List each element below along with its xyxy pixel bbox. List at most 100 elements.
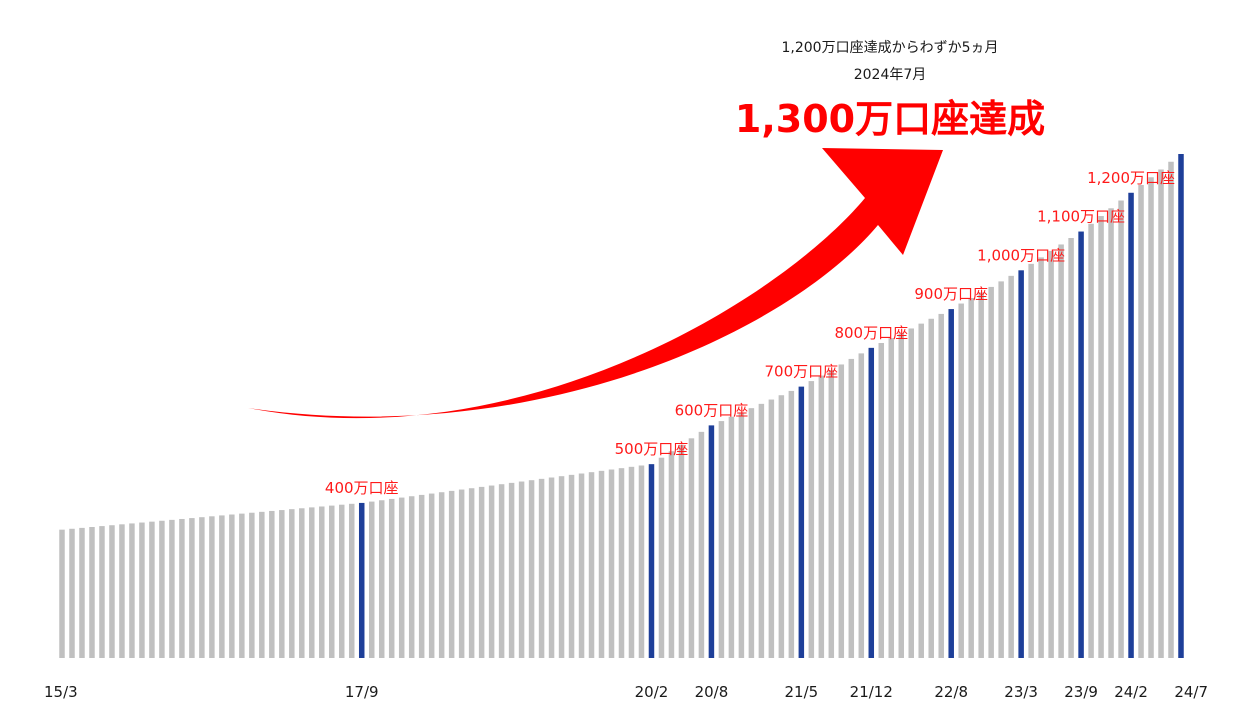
bar (878, 343, 885, 658)
x-tick-label: 17/9 (345, 683, 379, 701)
bar (858, 353, 865, 658)
bar (229, 514, 235, 658)
bar (818, 375, 825, 658)
bar (1168, 161, 1174, 658)
bar (918, 323, 924, 658)
bar (718, 421, 725, 658)
milestone-bar (1178, 154, 1184, 658)
bar (888, 338, 895, 658)
bar (1148, 177, 1154, 658)
bar (79, 527, 85, 658)
x-tick-label: 22/8 (934, 683, 968, 701)
bar (1118, 200, 1124, 658)
bar (179, 518, 185, 658)
bar (908, 328, 914, 658)
bar (89, 527, 95, 658)
bar (1048, 250, 1054, 659)
headline-subtitle: 1,200万口座達成からわずか5ヵ月 (782, 40, 999, 56)
bar (688, 438, 695, 658)
bar (548, 477, 555, 658)
bar (1098, 216, 1104, 658)
bar (848, 358, 855, 658)
bar (378, 500, 385, 658)
bar (299, 508, 305, 658)
bar (638, 465, 645, 658)
bar (928, 318, 934, 658)
x-axis-tick-labels: 15/3 17/9 20/2 20/8 21/5 21/12 22/8 23/3 23/9 24/… (44, 683, 1208, 701)
headline-main: 1,300万口座達成 (735, 97, 1045, 141)
bar (408, 496, 415, 658)
milestone-label: 1,000万口座 (977, 246, 1065, 264)
bar (129, 523, 135, 658)
milestone-label: 700万口座 (765, 363, 839, 381)
x-tick-label: 23/3 (1004, 683, 1038, 701)
bar (598, 470, 605, 658)
bar (1138, 185, 1144, 658)
bar (608, 469, 615, 658)
bar (189, 518, 195, 658)
milestone-bar (798, 386, 805, 658)
bar (269, 510, 275, 658)
bar (998, 281, 1004, 658)
milestone-label: 1,100万口座 (1037, 208, 1125, 226)
bar (1008, 275, 1014, 658)
bar (1038, 257, 1044, 658)
bar (119, 524, 125, 658)
bar (1068, 238, 1074, 658)
milestone-bar (868, 347, 875, 658)
x-tick-label: 23/9 (1064, 683, 1098, 701)
bar (368, 501, 375, 658)
bar (239, 513, 245, 658)
bar (668, 451, 675, 658)
bar (478, 486, 485, 658)
bar (388, 498, 395, 658)
bar (768, 399, 775, 658)
bar (958, 303, 964, 658)
bar (758, 403, 765, 658)
bar (329, 505, 335, 658)
bar (1108, 208, 1114, 658)
bar (898, 333, 904, 658)
x-tick-label: 15/3 (44, 683, 78, 701)
bar (139, 522, 145, 658)
bar (1058, 244, 1064, 658)
milestone-bar (708, 425, 715, 658)
bar (828, 370, 835, 658)
bar (279, 510, 285, 658)
bar (249, 512, 255, 658)
bar (448, 490, 455, 658)
bar (578, 473, 585, 658)
milestone-label: 1,200万口座 (1087, 169, 1175, 187)
milestone-label: 900万口座 (914, 285, 988, 303)
milestone-bar (648, 464, 655, 658)
bar (398, 497, 405, 658)
bar (418, 494, 425, 658)
bar (348, 503, 355, 658)
growth-arrow-icon (248, 148, 943, 419)
bar (209, 516, 215, 658)
milestone-bar (358, 502, 365, 658)
bar (778, 395, 785, 658)
bar (1028, 263, 1034, 658)
bar (1088, 223, 1094, 658)
milestone-label: 400万口座 (325, 479, 399, 497)
bar (838, 364, 845, 658)
bar (968, 298, 974, 658)
bar (978, 292, 984, 658)
bar (309, 507, 315, 658)
bar-series (59, 154, 1184, 659)
bar (219, 515, 225, 658)
bar (468, 488, 475, 658)
bar (588, 472, 595, 658)
bar (259, 511, 265, 658)
bar (538, 478, 545, 658)
bar (658, 457, 665, 658)
bar (109, 525, 115, 658)
bar (568, 474, 575, 658)
x-tick-label: 21/12 (850, 683, 893, 701)
bar (988, 286, 994, 658)
bar (618, 468, 625, 658)
bar (518, 481, 525, 658)
bar (558, 476, 565, 658)
